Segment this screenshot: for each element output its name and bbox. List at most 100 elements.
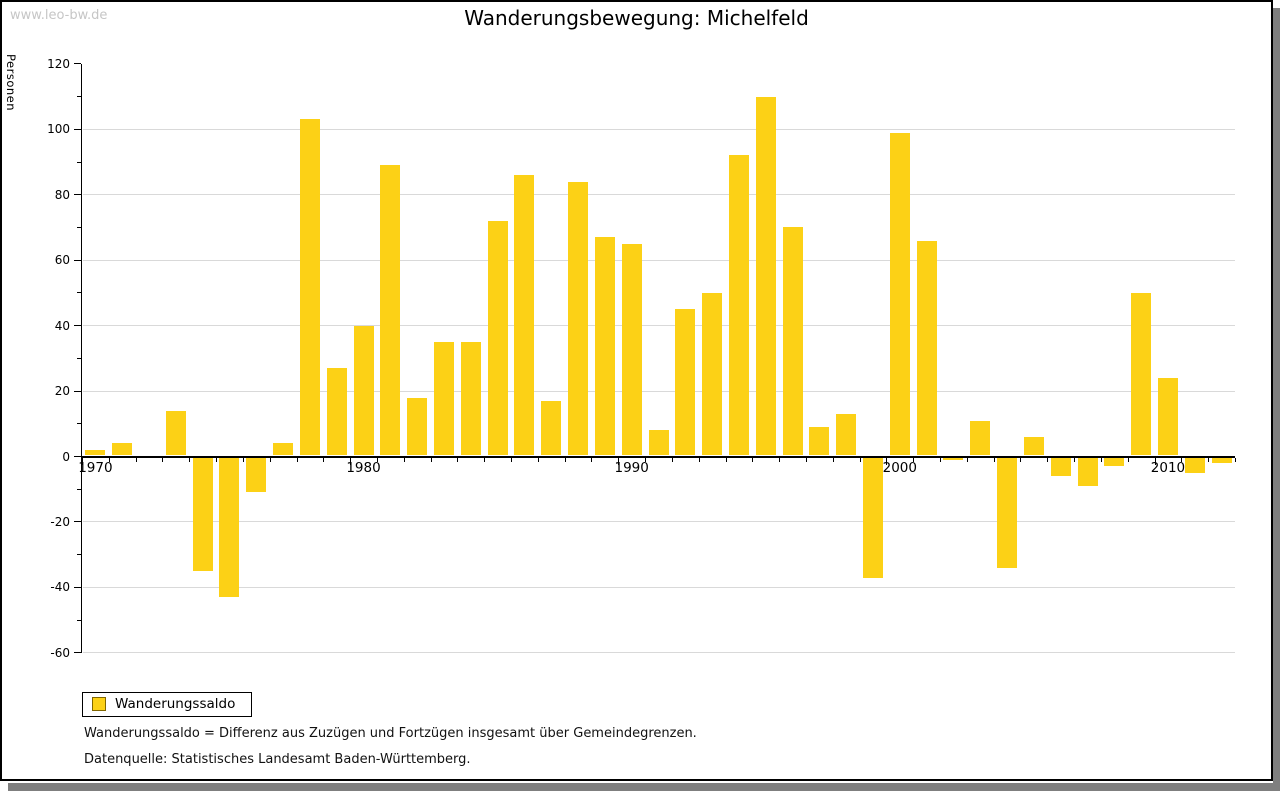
bar-1988 (568, 181, 589, 456)
y-tick-label-20: 20 (54, 384, 70, 399)
bar-2007 (1077, 457, 1098, 486)
x-tick (618, 457, 620, 465)
bar-1990 (621, 243, 642, 456)
bar-1992 (675, 309, 696, 456)
x-tick (564, 457, 566, 462)
y-axis-line (80, 63, 82, 653)
x-tick-label-1990: 1990 (614, 460, 649, 476)
bar-1974 (192, 457, 213, 572)
x-tick (296, 457, 298, 462)
x-tick (591, 457, 593, 462)
y-tick-80 (74, 194, 81, 196)
y-tick-label-80: 80 (54, 187, 70, 202)
x-tick (108, 457, 110, 462)
x-tick (162, 457, 164, 462)
x-tick (859, 457, 861, 462)
bar-2011 (1184, 457, 1205, 473)
x-tick (1208, 457, 1210, 462)
bar-2004 (997, 457, 1018, 568)
x-tick (832, 457, 834, 462)
x-tick (1127, 457, 1129, 462)
x-tick-label-2010: 2010 (1150, 460, 1186, 476)
y-minor-tick--30 (77, 554, 81, 556)
y-tick-label--20: -20 (50, 514, 70, 529)
y-tick--60 (74, 652, 81, 654)
y-tick-label-120: 120 (47, 56, 70, 71)
legend: Wanderungssaldo (82, 692, 253, 717)
x-tick (323, 457, 325, 462)
y-tick-label-0: 0 (62, 449, 70, 464)
x-tick (1074, 457, 1076, 462)
x-tick (698, 457, 700, 462)
bar-1978 (299, 119, 320, 456)
bar-2005 (1023, 436, 1044, 456)
bar-1981 (380, 165, 401, 456)
note-definition: Wanderungssaldo = Differenz aus Zuzügen … (84, 726, 697, 741)
bar-1984 (460, 341, 481, 456)
x-tick (645, 457, 647, 462)
bar-1994 (728, 155, 749, 456)
y-minor-tick-90 (77, 161, 81, 163)
bar-1970 (85, 449, 106, 456)
x-tick (993, 457, 995, 462)
y-minor-tick-10 (77, 423, 81, 425)
x-tick (189, 457, 191, 462)
x-tick (269, 457, 271, 462)
y-axis-title: Personen (4, 54, 18, 115)
bar-2009 (1131, 292, 1152, 456)
y-minor-tick--50 (77, 619, 81, 621)
bar-1996 (782, 227, 803, 456)
x-tick (1047, 457, 1049, 462)
y-minor-tick-70 (77, 226, 81, 228)
bar-2000 (889, 132, 910, 456)
x-tick-label-1970: 1970 (78, 460, 113, 476)
bar-2008 (1104, 457, 1125, 467)
x-tick (403, 457, 405, 462)
x-tick-label-1980: 1980 (346, 460, 381, 476)
gridline-100 (83, 128, 1235, 130)
x-tick (805, 457, 807, 462)
frame-shadow-right (1273, 8, 1280, 791)
y-minor-tick-110 (77, 96, 81, 98)
bar-1985 (487, 220, 508, 456)
x-tick (430, 457, 432, 462)
x-tick (940, 457, 942, 462)
x-tick (966, 457, 968, 462)
y-tick-120 (74, 63, 81, 65)
x-axis-line (81, 455, 1235, 458)
bar-2010 (1157, 377, 1178, 456)
gridline-20 (83, 390, 1235, 392)
note-source: Datenquelle: Statistisches Landesamt Bad… (84, 752, 471, 767)
x-tick (376, 457, 378, 462)
watermark: www.leo-bw.de (10, 8, 108, 23)
x-tick (725, 457, 727, 462)
y-tick-0 (74, 456, 81, 457)
y-tick-label-60: 60 (54, 253, 70, 268)
plot-area: -60 -40 -20 0 20 40 60 80 100 120 1970 1980 1990 2000… (2, 2, 1271, 779)
bar-1973 (165, 410, 186, 456)
bar-2012 (1211, 457, 1232, 464)
bar-1979 (326, 368, 347, 456)
y-tick-100 (74, 128, 81, 130)
bar-1977 (273, 443, 294, 456)
x-tick-label-2000: 2000 (882, 460, 917, 476)
y-tick-20 (74, 390, 81, 392)
x-tick (242, 457, 244, 462)
x-tick (913, 457, 915, 462)
gridline-80 (83, 194, 1235, 196)
bar-1999 (863, 457, 883, 578)
legend-swatch-icon (92, 697, 106, 711)
chart-title: Wanderungsbewegung: Michelfeld (464, 6, 809, 30)
bar-1991 (648, 430, 669, 456)
bar-1989 (594, 237, 615, 456)
x-tick (1181, 457, 1183, 462)
x-tick (1235, 457, 1236, 462)
y-tick-label-100: 100 (47, 122, 70, 137)
gridline-60 (83, 259, 1235, 261)
bar-2003 (970, 420, 991, 456)
frame-shadow-bottom (8, 783, 1280, 791)
x-tick (537, 457, 539, 462)
x-tick (1100, 457, 1102, 462)
x-tick (671, 457, 673, 462)
bar-1997 (809, 427, 830, 456)
